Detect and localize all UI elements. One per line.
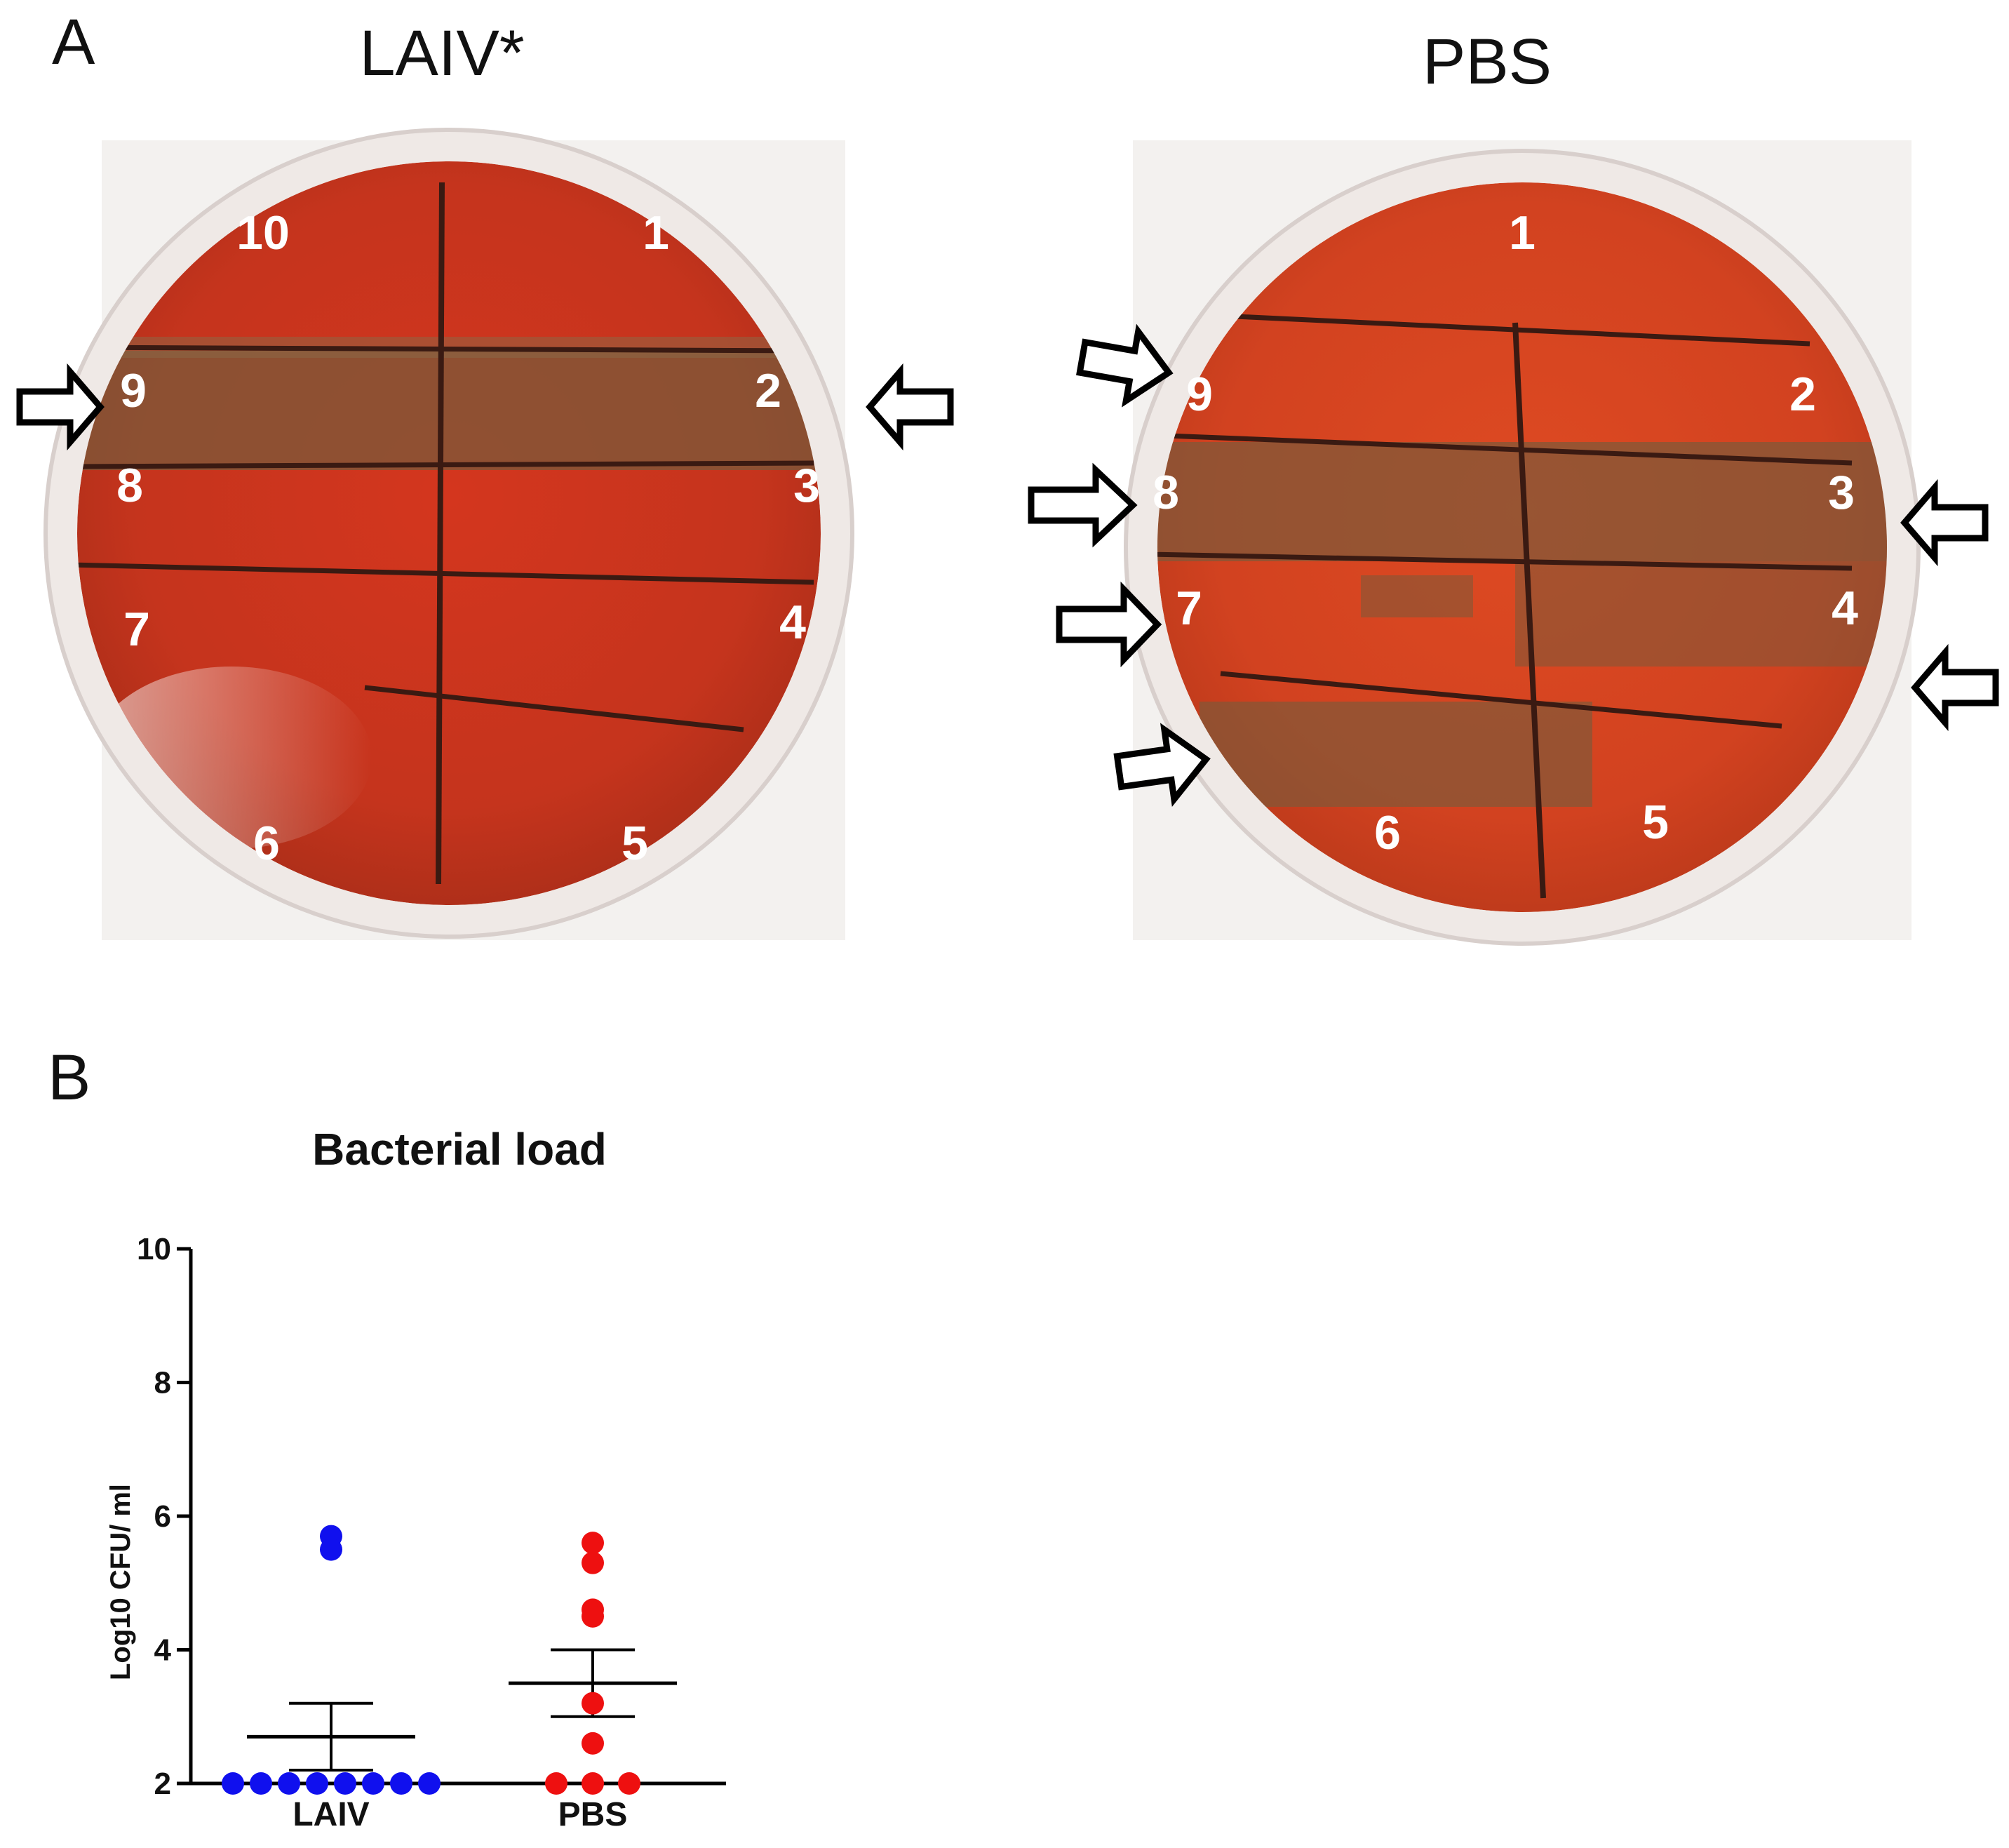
plate-laiv: 10 1 2 3 4 5 6 7 8 9 — [16, 128, 954, 940]
sector-label: 4 — [779, 596, 806, 649]
data-point — [222, 1772, 244, 1795]
bacterial-load-chart: Bacterial load Log10 CFU/ ml 2 4 6 8 10 LAIV P… — [105, 1124, 726, 1833]
y-tick-label: 2 — [154, 1767, 171, 1801]
data-point — [545, 1772, 567, 1795]
data-point — [334, 1772, 356, 1795]
sector-line — [436, 182, 445, 885]
arrow-left-icon — [1900, 478, 1989, 567]
sector-label: 9 — [120, 364, 147, 417]
data-point — [278, 1772, 300, 1795]
data-point — [582, 1532, 604, 1555]
sector-label: 7 — [123, 603, 150, 656]
data-point — [390, 1772, 412, 1795]
sector-label: 3 — [1828, 466, 1855, 519]
arrow-left-icon — [866, 363, 954, 451]
arrow-right-icon — [16, 363, 105, 451]
y-tick-label: 8 — [154, 1366, 171, 1400]
arrow-right-icon — [1076, 323, 1174, 408]
bacterial-streak — [77, 351, 821, 470]
plate-title-laiv: LAIV* — [359, 18, 525, 89]
panel-a-letter: A — [52, 6, 95, 78]
sector-label: 1 — [1509, 206, 1536, 260]
sector-label: 6 — [1374, 806, 1401, 859]
sector-label: 7 — [1176, 582, 1202, 635]
arrow-right-icon — [1028, 462, 1138, 548]
data-point — [582, 1732, 604, 1755]
data-point — [618, 1772, 640, 1795]
sector-label: 10 — [236, 206, 290, 260]
axes: 2 4 6 8 10 LAIV PBS — [137, 1232, 726, 1833]
plate-title-pbs: PBS — [1422, 26, 1552, 98]
sector-label: 4 — [1832, 582, 1858, 635]
x-tick-label: PBS — [558, 1796, 628, 1833]
sector-label: 5 — [621, 817, 648, 870]
data-point — [582, 1605, 604, 1628]
arrow-left-icon — [1911, 643, 1999, 732]
chart-title: Bacterial load — [312, 1124, 607, 1174]
y-tick-label: 6 — [154, 1499, 171, 1534]
y-axis-label: Log10 CFU/ ml — [105, 1484, 136, 1680]
sector-label: 8 — [1153, 466, 1179, 519]
sector-line — [1512, 322, 1546, 899]
data-point — [320, 1538, 342, 1561]
sector-label: 5 — [1642, 796, 1669, 849]
sector-label: 1 — [643, 206, 669, 260]
sector-label: 3 — [793, 459, 820, 512]
arrow-right-icon — [1113, 723, 1211, 808]
data-point — [582, 1772, 604, 1795]
sector-label: 2 — [755, 364, 781, 417]
data-point — [362, 1772, 384, 1795]
sector-label: 9 — [1186, 368, 1213, 421]
sector-label: 6 — [253, 817, 280, 870]
x-tick-label: LAIV — [293, 1796, 369, 1833]
data-point — [418, 1772, 441, 1795]
panel-b-letter: B — [48, 1042, 91, 1113]
arrow-right-icon — [1056, 581, 1162, 668]
y-tick-label: 10 — [137, 1232, 171, 1266]
data-marks — [222, 1525, 677, 1795]
y-tick-label: 4 — [154, 1633, 172, 1668]
data-point — [582, 1551, 604, 1574]
sector-label: 8 — [116, 459, 143, 512]
data-point — [250, 1772, 272, 1795]
data-point — [582, 1692, 604, 1715]
plate-pbs: 1 2 3 4 5 6 7 8 9 — [1028, 140, 1999, 946]
sector-label: 2 — [1789, 368, 1816, 421]
data-point — [306, 1772, 328, 1795]
